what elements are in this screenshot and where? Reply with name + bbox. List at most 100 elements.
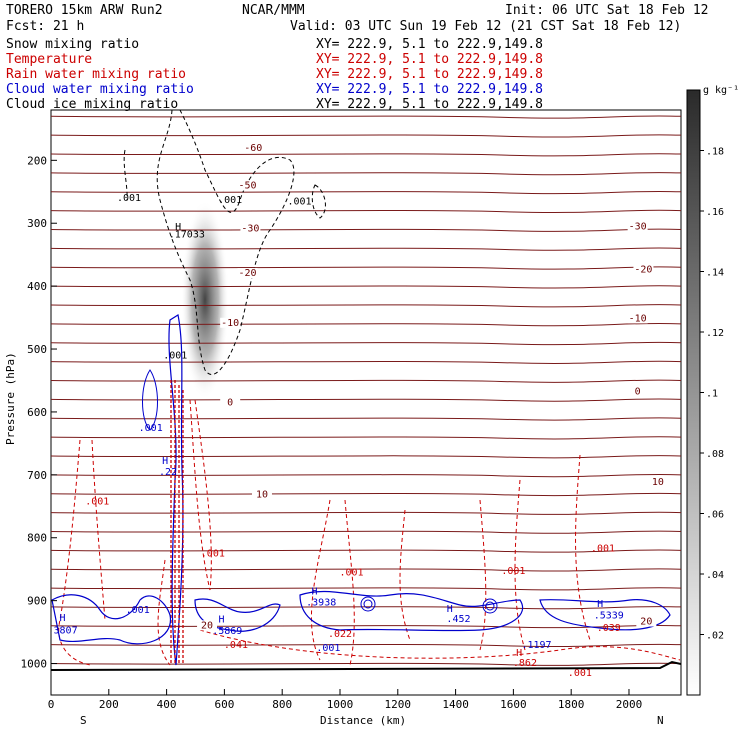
colorbar-tick-label: .18 — [706, 147, 724, 158]
temperature-contour — [51, 134, 681, 138]
temperature-contour — [51, 153, 681, 157]
temperature-contour — [51, 643, 681, 648]
contour-value-label: .001 — [568, 668, 592, 679]
legend-label: Cloud water mixing ratio — [6, 82, 194, 97]
colorbar-tick-label: .14 — [706, 268, 724, 279]
label-bg — [240, 223, 261, 234]
contour-value-label: .001 — [163, 350, 187, 361]
temperature-contour — [51, 473, 681, 478]
legend-label: Cloud ice mixing ratio — [6, 97, 178, 112]
valid-time: Valid: 03 UTC Sun 19 Feb 12 (21 CST Sat … — [290, 19, 681, 34]
contour-value-label: H — [597, 599, 603, 610]
contour-value-label: .862 — [513, 658, 537, 669]
x-tick-label: 400 — [157, 698, 177, 711]
colorbar-tick-label: .16 — [706, 207, 724, 218]
colorbar — [686, 89, 701, 696]
contour-value-label: H — [516, 648, 522, 659]
contour-value-label: .001 — [316, 643, 340, 654]
contour-value-label: .001 — [201, 549, 225, 560]
temperature-contour — [51, 379, 681, 383]
temperature-contour — [51, 511, 681, 515]
axes: 0 200 400 600 800 1000 1200 1400 1600 1800 2000200… — [21, 154, 643, 711]
cloud-water-cell-b2 — [482, 598, 498, 614]
contour-value-label: .3938 — [306, 598, 336, 609]
temperature-contour — [51, 624, 681, 629]
y-tick-label: 600 — [27, 406, 47, 419]
cloud-water-cell-b — [485, 601, 495, 611]
contour-value-label: .001 — [117, 193, 141, 204]
legend-coords: XY= 222.9, 5.1 to 222.9,149.8 — [316, 67, 543, 82]
y-tick-label: 800 — [27, 532, 47, 545]
temperature-label: 0 — [227, 398, 233, 409]
temperature-contour — [51, 587, 681, 591]
rain-contour-b — [189, 399, 212, 591]
plot-frame — [50, 109, 682, 696]
colorbar-ticks: .02 .04 .06 .08 .1 .12 .14 .16 .18 — [700, 147, 724, 642]
temperature-label: 10 — [256, 489, 268, 500]
temperature-contour — [51, 417, 681, 421]
temperature-contour — [51, 606, 681, 610]
contour-value-label: H — [218, 615, 224, 626]
contour-value-label: .5339 — [594, 610, 624, 621]
temperature-contour — [51, 304, 681, 308]
y-tick-label: 400 — [27, 280, 47, 293]
legend-coords: XY= 222.9, 5.1 to 222.9,149.8 — [316, 52, 543, 67]
contour-value-label: H — [312, 586, 318, 597]
contour-value-label: .041 — [224, 640, 248, 651]
y-axis-title: Pressure (hPa) — [4, 352, 17, 445]
terrain-line — [51, 660, 681, 671]
temperature-contour — [51, 228, 681, 232]
x-axis-title: Distance (km) — [320, 714, 406, 727]
legend-label: Snow mixing ratio — [6, 37, 139, 52]
x-tick-label: 600 — [214, 698, 234, 711]
contour-value-label: .452 — [446, 614, 470, 625]
label-bg — [627, 313, 648, 324]
temperature-label: -30 — [241, 223, 259, 234]
temperature-contour — [51, 285, 681, 289]
label-bg — [237, 180, 258, 191]
temperature-contour — [51, 341, 681, 346]
rain-column — [170, 380, 184, 665]
contour-value-label: H — [447, 604, 453, 615]
x-tick-label: 1600 — [500, 698, 527, 711]
hydrometeor-contours — [51, 110, 681, 666]
colorbar-tick-label: .1 — [706, 389, 718, 400]
temperature-contour — [51, 266, 681, 270]
colorbar-tick-label: .08 — [706, 449, 724, 460]
temperature-label: 10 — [652, 477, 664, 488]
label-bg — [243, 142, 264, 153]
colorbar-tick-label: .12 — [706, 328, 724, 339]
contour-value-label: .039 — [597, 623, 621, 634]
north-label: N — [657, 714, 664, 727]
y-tick-label: 500 — [27, 343, 47, 356]
contour-labels: -60 -50 -30 -30 -20 -20 -10 -10 0 0 10 10 20 20 .001 .0… — [51, 142, 668, 679]
colorbar-tick-label: .06 — [706, 510, 724, 521]
contour-value-label: .001 — [287, 196, 311, 207]
contour-value-label: .001 — [501, 566, 525, 577]
temperature-contour — [51, 360, 681, 364]
label-bg — [220, 397, 241, 408]
legend-coords: XY= 222.9, 5.1 to 222.9,149.8 — [316, 97, 543, 112]
x-tick-label: 200 — [99, 698, 119, 711]
temperature-label: -20 — [238, 268, 256, 279]
label-bg — [633, 264, 654, 275]
x-tick-label: 0 — [48, 698, 55, 711]
forecast-hour: Fcst: 21 h — [6, 19, 84, 34]
contour-value-label: .001 — [85, 496, 109, 507]
y-tick-label: 200 — [27, 154, 47, 167]
legend-coords: XY= 222.9, 5.1 to 222.9,149.8 — [316, 82, 543, 97]
temperature-label: 20 — [640, 617, 652, 628]
contour-value-label: .001 — [126, 605, 150, 616]
label-bg — [197, 620, 218, 631]
temperature-contour — [51, 115, 681, 119]
legend-label: Rain water mixing ratio — [6, 67, 186, 82]
x-tick-label: 1000 — [327, 698, 354, 711]
contour-value-label: .5869 — [212, 626, 242, 637]
contour-value-label: H — [162, 456, 168, 467]
y-tick-label: 700 — [27, 469, 47, 482]
legend-label: Temperature — [6, 52, 92, 67]
label-bg — [251, 489, 272, 500]
temperature-contour — [51, 436, 681, 440]
contour-value-label: .22 — [159, 467, 177, 478]
temperature-contour — [51, 322, 681, 327]
